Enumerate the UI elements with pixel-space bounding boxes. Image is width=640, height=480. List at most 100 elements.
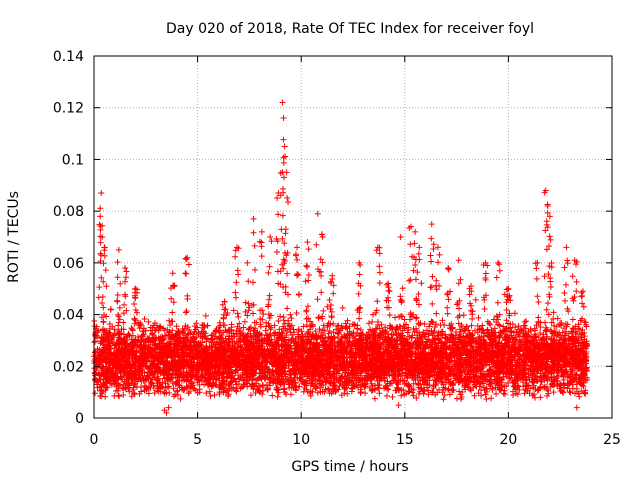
- data-point: [278, 329, 285, 336]
- data-point: [139, 327, 146, 334]
- data-point: [285, 317, 292, 324]
- data-point: [162, 385, 169, 392]
- data-point: [550, 315, 557, 322]
- data-point: [523, 318, 530, 325]
- data-point: [368, 387, 375, 394]
- data-point: [240, 324, 247, 331]
- data-point: [500, 390, 507, 397]
- data-point: [164, 383, 171, 390]
- data-point: [493, 390, 500, 397]
- data-point: [272, 329, 279, 336]
- data-point: [377, 346, 384, 353]
- data-point: [430, 337, 437, 344]
- data-point: [125, 343, 132, 350]
- data-point: [469, 330, 476, 337]
- data-point: [455, 345, 462, 352]
- data-point: [398, 392, 405, 399]
- data-point: [454, 314, 461, 321]
- data-point: [253, 319, 260, 326]
- data-point: [300, 323, 307, 330]
- data-point: [575, 321, 582, 328]
- data-point: [244, 331, 251, 338]
- data-points: [91, 99, 591, 416]
- data-point: [365, 328, 372, 335]
- data-point: [228, 326, 235, 333]
- data-point: [255, 383, 262, 390]
- data-point: [376, 390, 383, 397]
- data-point: [550, 309, 557, 316]
- data-point: [299, 348, 306, 355]
- data-point: [529, 392, 536, 399]
- data-point: [500, 323, 507, 330]
- data-point: [100, 318, 107, 325]
- data-point: [496, 322, 503, 329]
- data-point: [111, 392, 118, 399]
- data-point: [551, 322, 558, 329]
- data-point: [275, 349, 282, 356]
- data-point: [115, 322, 122, 329]
- data-point: [132, 307, 139, 314]
- data-point: [276, 326, 283, 333]
- data-point: [441, 321, 448, 328]
- data-point: [312, 328, 319, 335]
- data-point: [375, 319, 382, 326]
- data-point: [202, 312, 209, 319]
- data-point: [203, 390, 210, 397]
- data-point: [332, 361, 339, 368]
- data-point: [484, 326, 491, 333]
- data-point: [319, 313, 326, 320]
- data-point: [129, 326, 136, 333]
- data-point: [284, 327, 291, 334]
- data-point: [446, 391, 453, 398]
- data-point: [433, 321, 440, 328]
- data-point: [298, 328, 305, 335]
- data-point: [228, 321, 235, 328]
- data-point: [92, 338, 99, 345]
- data-point: [371, 395, 378, 402]
- data-point: [409, 389, 416, 396]
- data-point: [550, 389, 557, 396]
- data-point: [521, 335, 528, 342]
- data-point: [560, 325, 567, 332]
- data-point: [566, 388, 573, 395]
- data-point: [274, 393, 281, 400]
- data-point: [511, 384, 518, 391]
- data-point: [537, 330, 544, 337]
- data-point: [581, 390, 588, 397]
- data-point: [93, 323, 100, 330]
- data-point: [416, 332, 423, 339]
- data-point: [211, 392, 218, 399]
- data-point: [426, 323, 433, 330]
- data-point: [383, 392, 390, 399]
- data-point: [186, 388, 193, 395]
- data-point: [91, 339, 98, 346]
- data-point: [314, 389, 321, 396]
- data-point: [576, 326, 583, 333]
- data-point: [488, 395, 495, 402]
- data-point: [537, 394, 544, 401]
- data-point: [530, 337, 537, 344]
- data-point: [378, 321, 385, 328]
- data-point: [553, 323, 560, 330]
- data-point: [515, 323, 522, 330]
- data-point: [511, 310, 518, 317]
- data-point: [330, 329, 337, 336]
- data-point: [316, 326, 323, 333]
- data-point: [542, 319, 549, 326]
- data-point: [564, 385, 571, 392]
- data-point: [388, 325, 395, 332]
- data-point: [333, 326, 340, 333]
- data-point: [227, 327, 234, 334]
- data-point: [177, 395, 184, 402]
- data-point: [307, 318, 314, 325]
- data-point: [280, 386, 287, 393]
- data-point: [267, 326, 274, 333]
- data-point: [390, 377, 397, 384]
- data-point: [216, 319, 223, 326]
- data-point: [107, 306, 114, 313]
- data-point: [563, 328, 570, 335]
- data-point: [539, 336, 546, 343]
- data-point: [457, 391, 464, 398]
